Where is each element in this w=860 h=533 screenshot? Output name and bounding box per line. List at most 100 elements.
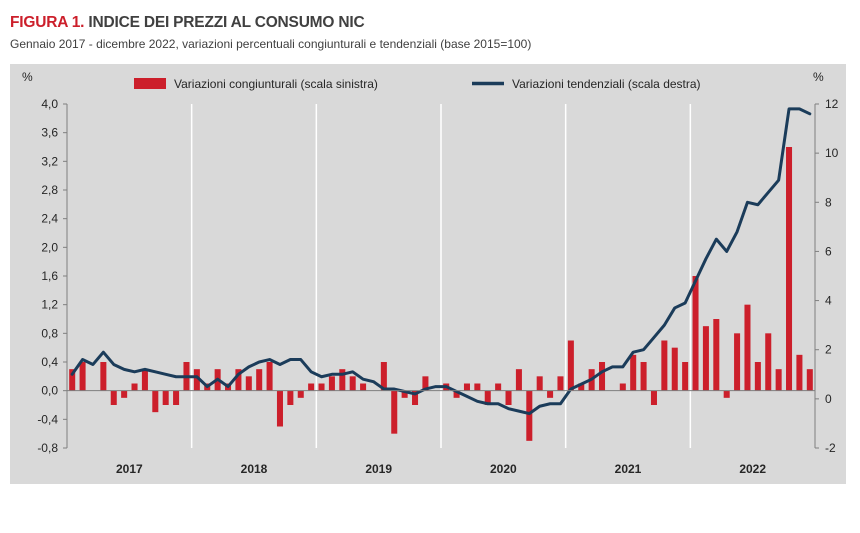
bar-congiunturale bbox=[380, 362, 387, 391]
bar-congiunturale bbox=[173, 390, 180, 405]
bar-congiunturale bbox=[110, 390, 117, 405]
bar-congiunturale bbox=[692, 276, 699, 391]
bar-congiunturale bbox=[69, 369, 76, 391]
bar-congiunturale bbox=[297, 390, 304, 398]
left-tick-label: 3,6 bbox=[41, 126, 58, 140]
year-label: 2020 bbox=[490, 462, 517, 476]
bar-congiunturale bbox=[193, 369, 200, 391]
bar-congiunturale bbox=[121, 390, 128, 398]
bar-congiunturale bbox=[754, 362, 761, 391]
bar-congiunturale bbox=[702, 326, 709, 391]
bar-congiunturale bbox=[567, 340, 574, 391]
year-label: 2019 bbox=[365, 462, 392, 476]
bar-congiunturale bbox=[391, 390, 398, 434]
legend-bar-label: Variazioni congiunturali (scala sinistra… bbox=[174, 77, 378, 91]
bar-congiunturale bbox=[463, 383, 470, 391]
line-tendenziale bbox=[70, 107, 812, 416]
bar-congiunturale bbox=[131, 383, 138, 391]
bar-congiunturale bbox=[360, 383, 367, 391]
bar-congiunturale bbox=[412, 390, 419, 405]
legend-line-label: Variazioni tendenziali (scala destra) bbox=[512, 77, 701, 91]
left-tick-label: 1,2 bbox=[41, 298, 58, 312]
left-tick-label: 0,0 bbox=[41, 384, 58, 398]
bar-congiunturale bbox=[547, 390, 554, 398]
bar-congiunturale bbox=[713, 319, 720, 391]
left-tick-label: -0,4 bbox=[37, 412, 58, 426]
year-label: 2017 bbox=[116, 462, 143, 476]
left-tick-label: 0,8 bbox=[41, 326, 58, 340]
bar-congiunturale bbox=[515, 369, 522, 391]
right-tick-label: 8 bbox=[825, 195, 832, 209]
bar-congiunturale bbox=[734, 333, 741, 391]
bar-congiunturale bbox=[256, 369, 263, 391]
bar-congiunturale bbox=[453, 390, 460, 398]
bar-congiunturale bbox=[287, 390, 294, 405]
bar-congiunturale bbox=[79, 362, 86, 391]
bar-congiunturale bbox=[266, 362, 273, 391]
year-label: 2022 bbox=[739, 462, 766, 476]
bar-congiunturale bbox=[630, 354, 637, 391]
bar-congiunturale bbox=[723, 390, 730, 398]
left-tick-label: 2,8 bbox=[41, 183, 58, 197]
figure-label: FIGURA 1. bbox=[10, 14, 85, 31]
left-tick-label: 0,4 bbox=[41, 355, 58, 369]
bar-congiunturale bbox=[245, 376, 252, 391]
bar-congiunturale bbox=[401, 390, 408, 398]
left-tick-label: -0,8 bbox=[37, 441, 58, 455]
bar-congiunturale bbox=[765, 333, 772, 391]
left-tick-label: 2,4 bbox=[41, 212, 58, 226]
bar-congiunturale bbox=[650, 390, 657, 405]
bar-congiunturale bbox=[599, 362, 606, 391]
bar-congiunturale bbox=[640, 362, 647, 391]
bar-congiunturale bbox=[578, 383, 585, 391]
bar-congiunturale bbox=[775, 369, 782, 391]
right-tick-label: -2 bbox=[825, 441, 836, 455]
bar-congiunturale bbox=[328, 376, 335, 391]
bar-congiunturale bbox=[276, 390, 283, 427]
chart-title: FIGURA 1. INDICE DEI PREZZI AL CONSUMO N… bbox=[10, 14, 365, 32]
right-tick-label: 2 bbox=[825, 343, 832, 357]
bar-congiunturale bbox=[235, 369, 242, 391]
bar-congiunturale bbox=[505, 390, 512, 405]
right-tick-label: 12 bbox=[825, 97, 839, 111]
chart-title-text: INDICE DEI PREZZI AL CONSUMO NIC bbox=[88, 14, 365, 31]
left-tick-label: 2,0 bbox=[41, 240, 58, 254]
right-tick-label: 0 bbox=[825, 392, 832, 406]
bar-congiunturale bbox=[671, 347, 678, 391]
bar-congiunturale bbox=[526, 390, 533, 441]
bar-congiunturale bbox=[806, 369, 813, 391]
bar-congiunturale bbox=[557, 376, 564, 391]
bar-congiunturale bbox=[495, 383, 502, 391]
right-tick-label: 4 bbox=[825, 294, 832, 308]
left-tick-label: 1,6 bbox=[41, 269, 58, 283]
bar-congiunturale bbox=[786, 147, 793, 391]
bar-congiunturale bbox=[536, 376, 543, 391]
left-tick-label: 3,2 bbox=[41, 154, 58, 168]
year-label: 2021 bbox=[615, 462, 642, 476]
bar-congiunturale bbox=[339, 369, 346, 391]
chart-subtitle: Gennaio 2017 - dicembre 2022, variazioni… bbox=[10, 37, 532, 51]
right-axis-unit: % bbox=[813, 70, 824, 84]
bar-congiunturale bbox=[474, 383, 481, 391]
bar-congiunturale bbox=[682, 362, 689, 391]
chart-panel: 4,0 3,6 3,2 2,8 2,4 2,0 1,6 1,2 0,8 0,4 0,0 -0,4 -0,… bbox=[10, 64, 846, 484]
left-axis-unit: % bbox=[22, 70, 33, 84]
bar-congiunturale bbox=[796, 354, 803, 391]
year-label: 2018 bbox=[241, 462, 268, 476]
bar-congiunturale bbox=[619, 383, 626, 391]
legend-bar-swatch bbox=[134, 78, 166, 89]
bar-congiunturale bbox=[152, 390, 159, 413]
right-tick-label: 6 bbox=[825, 244, 832, 258]
bar-congiunturale bbox=[100, 362, 107, 391]
bar-congiunturale bbox=[744, 304, 751, 391]
bar-congiunturale bbox=[349, 376, 356, 391]
bar-congiunturale bbox=[162, 390, 169, 405]
bar-congiunturale bbox=[318, 383, 325, 391]
legend: Variazioni congiunturali (scala sinistra… bbox=[134, 77, 701, 91]
right-tick-label: 10 bbox=[825, 146, 839, 160]
bar-congiunturale bbox=[422, 376, 429, 391]
bar-congiunturale bbox=[308, 383, 315, 391]
bar-congiunturale bbox=[661, 340, 668, 391]
bar-congiunturale bbox=[484, 390, 491, 405]
chart-svg: 4,0 3,6 3,2 2,8 2,4 2,0 1,6 1,2 0,8 0,4 0,0 -0,4 -0,… bbox=[22, 70, 839, 476]
